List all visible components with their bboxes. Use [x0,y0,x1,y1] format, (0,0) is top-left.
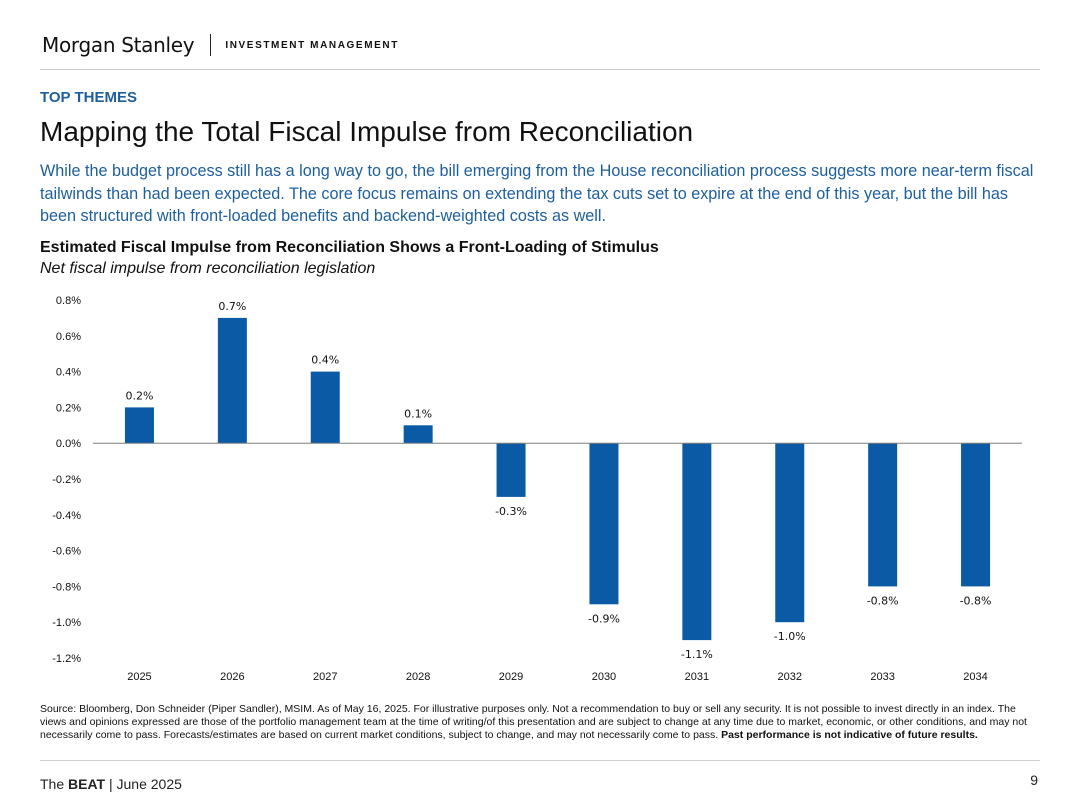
bar-2034 [961,443,991,587]
chart-title: Estimated Fiscal Impulse from Reconcilia… [40,239,659,256]
division-label: INVESTMENT MANAGEMENT [225,39,399,51]
bar-2026 [217,317,247,444]
bar-2028 [403,425,433,444]
y-tick-label: -0.2% [52,474,81,486]
data-label: -0.8% [960,594,992,607]
page-title: Mapping the Total Fiscal Impulse from Re… [40,116,694,147]
page-subtitle: While the budget process still has a lon… [40,162,1034,225]
y-tick-label: -0.8% [52,581,81,593]
x-tick-label: 2026 [220,671,244,683]
y-tick-label: 0.4% [56,367,81,379]
y-tick-label: -1.0% [52,617,81,629]
x-tick-label: 2027 [313,671,337,683]
bar-2032 [775,443,805,623]
data-label: -0.3% [495,505,527,518]
morgan-stanley-logo: Morgan Stanley [42,33,195,57]
footnote-disclaimer: Past performance is not indicative of fu… [721,729,978,741]
y-tick-label: -1.2% [52,653,81,665]
footer-brand: BEAT [68,776,106,792]
bar-2030 [589,443,619,605]
data-label: 0.7% [218,300,246,313]
x-tick-label: 2034 [963,671,987,683]
data-label: 0.2% [125,389,153,402]
bottom-rule [40,760,1040,761]
x-tick-label: 2031 [685,671,709,683]
section-eyebrow: TOP THEMES [40,89,137,106]
data-label: 0.4% [311,354,339,367]
data-label: -0.9% [588,612,620,625]
data-label: -1.1% [681,648,713,661]
fiscal-impulse-bar-chart: 0.8% 0.6% 0.4% 0.2% 0.0% -0.2% -0.4% -0.6% -0.8%… [52,295,1022,683]
x-tick-label: 2032 [778,671,802,683]
footer-publication: The BEAT | June 2025 [40,776,182,792]
x-tick-label: 2033 [870,671,894,683]
x-tick-label: 2029 [499,671,523,683]
data-label: -1.0% [774,630,806,643]
bar-2029 [496,443,526,497]
data-label: 0.1% [404,407,432,420]
bar-2027 [310,371,340,444]
y-tick-label: 0.8% [56,295,81,307]
y-tick-label: -0.4% [52,510,81,522]
x-tick-label: 2028 [406,671,430,683]
source-footnote: Source: Bloomberg, Don Schneider (Piper … [40,703,1040,742]
y-tick-label: 0.6% [56,331,81,343]
header-divider [210,34,212,56]
bar-2031 [682,443,712,641]
footer-date: | June 2025 [105,776,182,792]
footer-prefix: The [40,776,69,792]
x-tick-label: 2030 [592,671,616,683]
x-tick-label: 2025 [127,671,151,683]
top-rule [40,69,1040,70]
footnote-text: Source: Bloomberg, Don Schneider (Piper … [40,703,1027,741]
data-label: -0.8% [867,594,899,607]
chart-subtitle: Net fiscal impulse from reconciliation l… [40,260,376,277]
header: Morgan Stanley INVESTMENT MANAGEMENT [42,30,399,60]
page-number: 9 [1030,772,1038,788]
y-tick-label: 0.2% [56,402,81,414]
bar-2033 [868,443,898,587]
y-tick-label: 0.0% [56,438,81,450]
y-tick-label: -0.6% [52,546,81,558]
bar-2025 [124,407,154,444]
